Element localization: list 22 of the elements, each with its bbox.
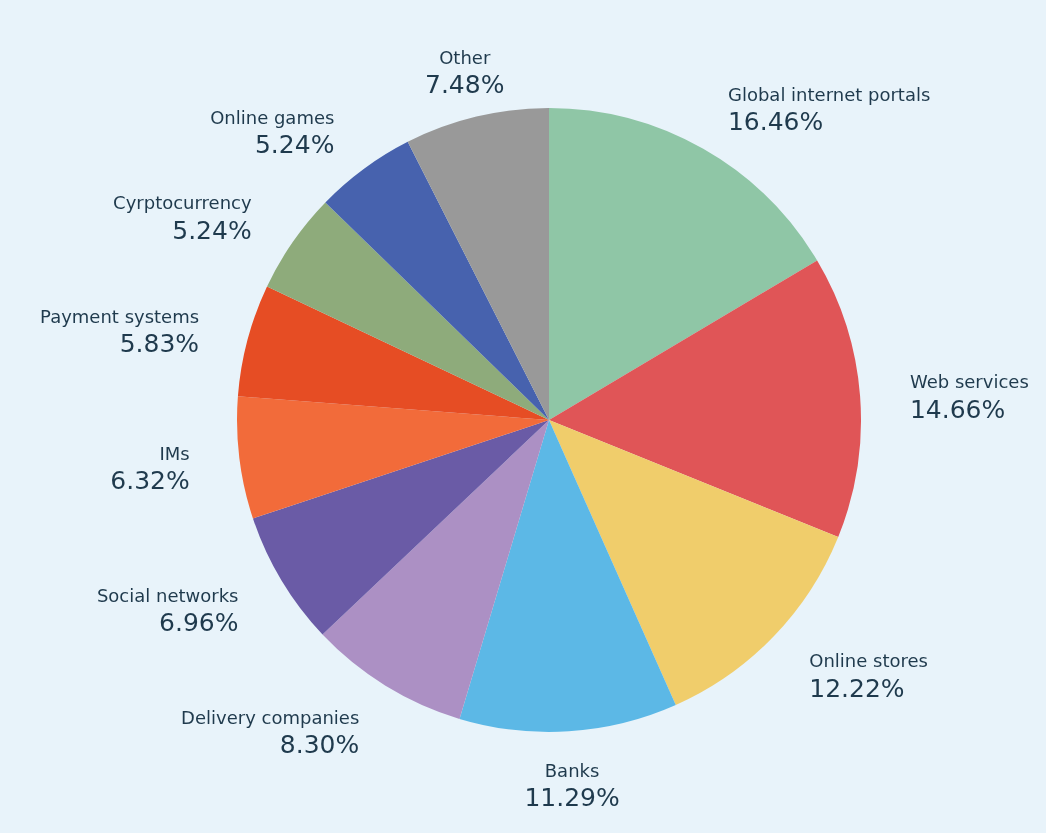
slice-label: Social networks — [96, 584, 239, 606]
data-label: 6.32% — [110, 466, 190, 496]
data-label: 5.83% — [119, 329, 200, 359]
slice-label: Payment systems — [40, 305, 200, 327]
slice-label: Banks — [544, 759, 600, 781]
slice-label: Other — [439, 46, 491, 68]
slice-label: Online stores — [809, 650, 928, 672]
data-label: 5.24% — [172, 215, 252, 245]
data-label: 16.46% — [727, 107, 824, 137]
slice-label: Delivery companies — [181, 706, 360, 728]
slice-label: Cyrptocurrency — [113, 192, 252, 214]
slice-label: Online games — [210, 107, 335, 129]
data-label: 8.30% — [279, 730, 360, 760]
data-label: 7.48% — [425, 69, 505, 99]
slice-label: Global internet portals — [727, 84, 931, 105]
slice-label: IMs — [159, 442, 190, 464]
data-label: 5.24% — [254, 130, 335, 160]
slice-label: Web services — [909, 371, 1029, 393]
data-label: 11.29% — [524, 783, 620, 813]
data-label: 6.96% — [159, 608, 239, 638]
data-label: 12.22% — [809, 673, 905, 703]
data-label: 14.66% — [909, 394, 1006, 424]
